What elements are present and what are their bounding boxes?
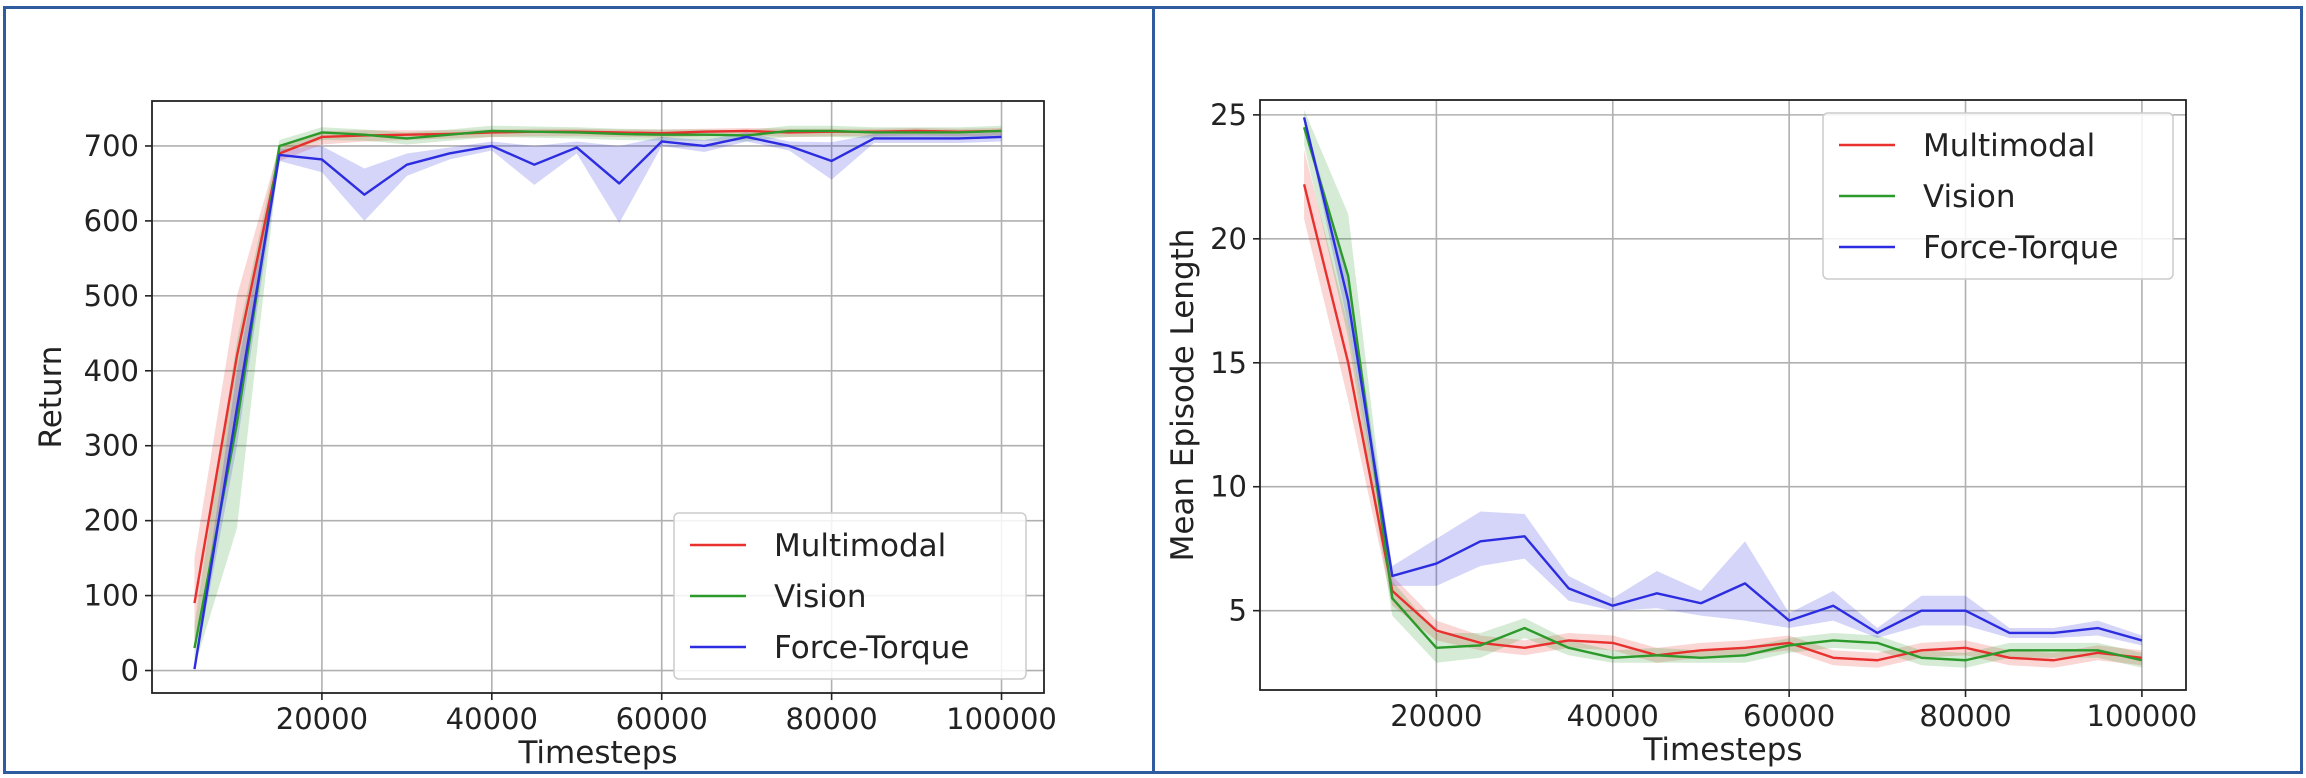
y-tick-label: 500 (84, 279, 139, 313)
x-tick-label: 60000 (616, 702, 708, 736)
x-tick-label: 40000 (1567, 699, 1659, 733)
y-tick-label: 700 (84, 129, 139, 163)
legend-label: Vision (1923, 179, 2016, 215)
x-axis-label: Timesteps (517, 735, 677, 771)
legend-label: Multimodal (1923, 128, 2095, 164)
legend-box (1822, 112, 2174, 280)
x-tick-label: 100000 (2087, 699, 2198, 733)
right-panel-episode-length: 20000 40000 60000 80000 100000 5 10 15 20 25 Times… (1152, 6, 2303, 774)
left-panel-return: 20000 40000 60000 80000 100000 0 100 200 300 400 5… (3, 6, 1155, 774)
axes-frame (151, 100, 1045, 694)
episode-length-chart: 20000 40000 60000 80000 100000 5 10 15 20 25 Times… (1165, 98, 2198, 768)
y-tick-label: 10 (1210, 470, 1247, 504)
y-tick-label: 200 (84, 504, 139, 538)
y-tick-label: 400 (84, 354, 139, 388)
line-multimodal (1302, 183, 2143, 662)
line-force-torque (1302, 117, 2143, 642)
legend-label: Vision (774, 579, 867, 615)
line-vision (193, 129, 1002, 649)
y-tick-label: 5 (1229, 594, 1247, 628)
y-tick-label: 0 (121, 654, 139, 688)
legend-label: Force-Torque (1923, 230, 2118, 266)
y-axis-label: Return (33, 346, 69, 449)
x-axis-label: Timesteps (1642, 732, 1802, 768)
legend-box (673, 512, 1027, 680)
axes-frame (1259, 99, 2187, 691)
legend-label: Force-Torque (774, 630, 969, 666)
return-chart: 20000 40000 60000 80000 100000 0 100 200 300 400 5… (33, 100, 1057, 771)
legend: Multimodal Vision Force-Torque (1822, 112, 2174, 280)
y-axis-label: Mean Episode Length (1165, 229, 1201, 562)
x-tick-label: 20000 (276, 702, 368, 736)
y-tick-label: 100 (84, 579, 139, 613)
legend: Multimodal Vision Force-Torque (673, 512, 1027, 680)
x-tick-label: 60000 (1743, 699, 1835, 733)
x-tick-label: 40000 (446, 702, 538, 736)
y-tick-label: 300 (84, 429, 139, 463)
y-tick-label: 20 (1210, 222, 1247, 256)
line-vision (1302, 126, 2143, 662)
y-tick-label: 15 (1210, 346, 1247, 380)
x-tick-label: 100000 (946, 702, 1057, 736)
grid (152, 101, 1044, 693)
x-tick-label: 80000 (1919, 699, 2011, 733)
y-tick-label: 600 (84, 204, 139, 238)
series-group (193, 125, 1002, 671)
x-tick-label: 80000 (785, 702, 877, 736)
y-tick-label: 25 (1210, 98, 1247, 132)
line-force-torque (193, 135, 1002, 670)
x-tick-label: 20000 (1390, 699, 1482, 733)
legend-label: Multimodal (774, 528, 946, 564)
